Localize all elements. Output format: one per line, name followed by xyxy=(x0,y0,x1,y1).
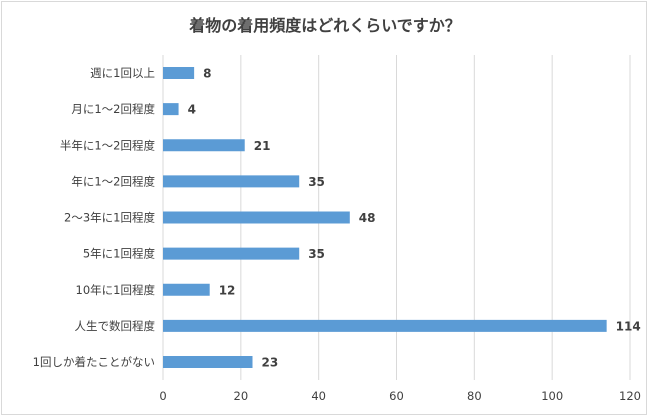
bar-8 xyxy=(163,356,253,368)
data-label-7: 114 xyxy=(616,319,641,333)
bar-7 xyxy=(163,319,607,332)
x-tick-label-0: 0 xyxy=(159,389,166,403)
data-labels: 8 4 21 35 48 35 12 114 23 xyxy=(188,67,641,370)
x-tick-label-120: 120 xyxy=(619,389,641,403)
data-label-2: 21 xyxy=(254,139,271,153)
data-label-3: 35 xyxy=(308,175,325,189)
category-label-5: 5年に1回程度 xyxy=(83,247,156,261)
data-label-5: 35 xyxy=(308,247,325,261)
bar-3 xyxy=(163,175,300,188)
x-tick-label-20: 20 xyxy=(234,389,249,403)
category-label-4: 2～3年に1回程度 xyxy=(64,211,155,225)
data-label-8: 23 xyxy=(262,356,279,370)
x-axis-ticks: 0 20 40 60 80 100 120 xyxy=(159,389,641,403)
chart-title: 着物の着用頻度はどれくらいですか？ xyxy=(189,16,461,35)
bars xyxy=(163,67,607,368)
bar-4 xyxy=(163,211,350,224)
bar-2 xyxy=(163,139,245,152)
data-label-4: 48 xyxy=(359,211,376,225)
x-tick-label-100: 100 xyxy=(541,389,563,403)
data-label-6: 12 xyxy=(219,283,236,297)
x-tick-label-80: 80 xyxy=(467,389,482,403)
bar-5 xyxy=(163,247,300,260)
bar-0 xyxy=(163,67,195,79)
data-label-0: 8 xyxy=(203,67,211,81)
category-label-1: 月に1～2回程度 xyxy=(71,102,155,116)
bar-6 xyxy=(163,283,210,296)
category-label-3: 年に1～2回程度 xyxy=(71,174,155,188)
category-label-8: 1回しか着たことがない xyxy=(33,355,155,369)
category-label-0: 週に1回以上 xyxy=(90,66,155,80)
x-tick-label-40: 40 xyxy=(311,389,326,403)
bar-1 xyxy=(163,103,179,116)
category-label-6: 10年に1回程度 xyxy=(76,283,156,297)
x-tick-label-60: 60 xyxy=(389,389,404,403)
category-label-7: 人生で数回程度 xyxy=(75,319,156,333)
data-label-1: 4 xyxy=(188,103,196,117)
category-label-2: 半年に1～2回程度 xyxy=(60,138,156,152)
